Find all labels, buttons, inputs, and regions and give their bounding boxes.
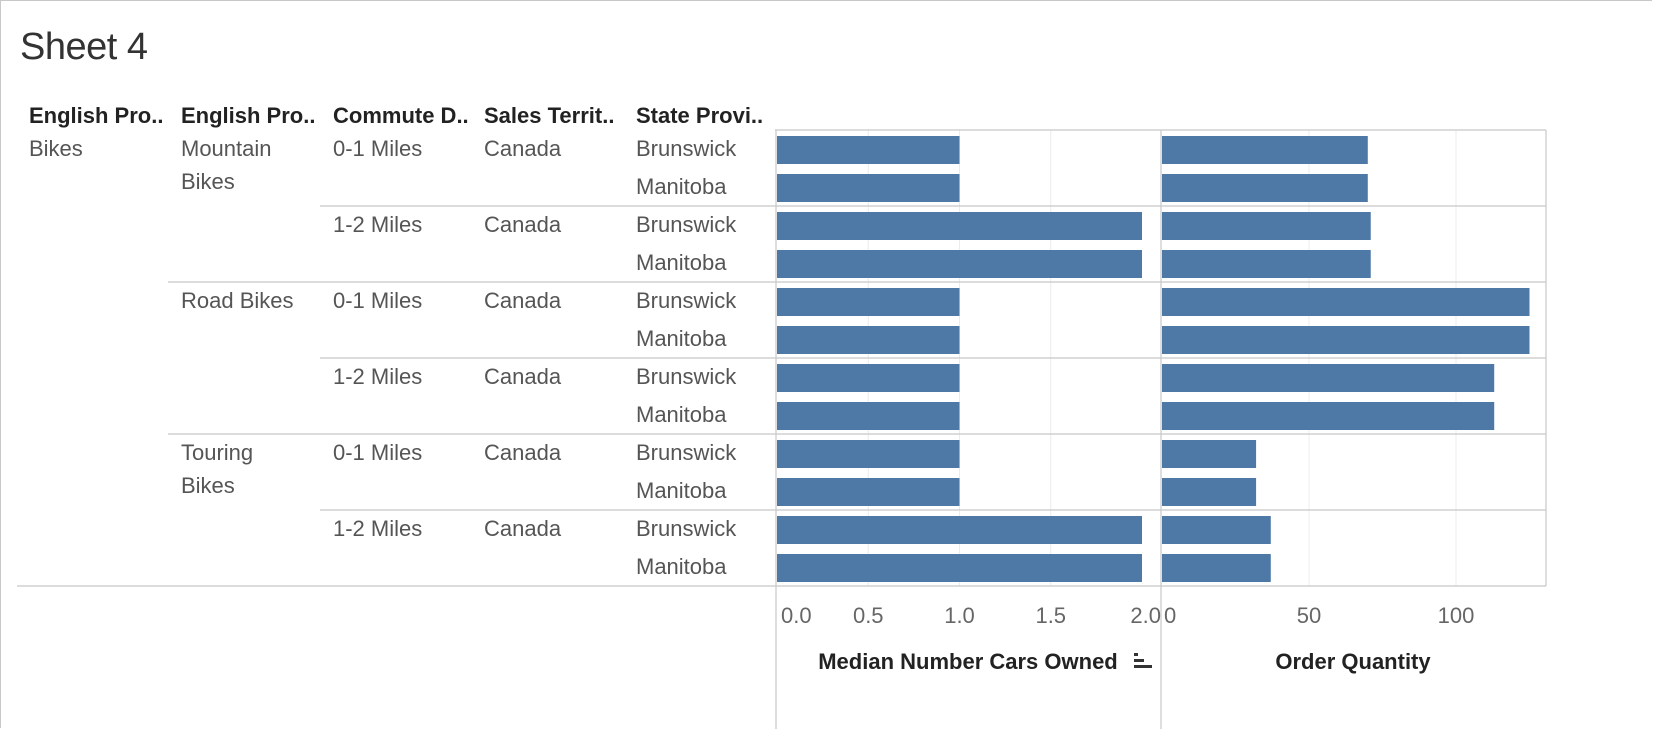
bar	[777, 288, 960, 316]
bar	[1162, 326, 1530, 354]
header-commute-distance[interactable]: Commute D..	[333, 103, 469, 128]
row-header-subcategory[interactable]: Mountain Bikes	[181, 136, 272, 194]
row-header-commute[interactable]: 0-1 Miles	[333, 440, 423, 465]
bar	[777, 440, 960, 468]
tick-label: 100	[1438, 603, 1475, 628]
row-header-subcategory[interactable]: Road Bikes	[181, 288, 294, 313]
row-header-territory[interactable]: Canada	[484, 136, 562, 161]
tick-label: 0.0	[781, 603, 812, 628]
row-header-commute[interactable]: 1-2 Miles	[333, 516, 423, 541]
header-sales-territory[interactable]: Sales Territ..	[484, 103, 615, 128]
row-header-territory[interactable]: Canada	[484, 212, 562, 237]
row-header-state[interactable]: Brunswick	[636, 212, 737, 237]
tick-label: 0.5	[853, 603, 884, 628]
row-header-commute[interactable]: 1-2 Miles	[333, 364, 423, 389]
tick-label: 50	[1297, 603, 1321, 628]
row-header-commute[interactable]: 0-1 Miles	[333, 288, 423, 313]
tick-label: 1.5	[1035, 603, 1066, 628]
bar	[1162, 136, 1368, 164]
bar	[777, 478, 960, 506]
sheet-title: Sheet 4	[20, 26, 148, 68]
bar	[1162, 402, 1495, 430]
bar	[777, 326, 960, 354]
header-state-province[interactable]: State Provi..	[636, 103, 764, 128]
row-header-subcategory[interactable]: Touring Bikes	[181, 440, 254, 498]
row-header-state[interactable]: Brunswick	[636, 440, 737, 465]
header-english-product-category[interactable]: English Pro..	[29, 103, 164, 128]
bar	[1162, 516, 1271, 544]
bar	[777, 402, 960, 430]
row-header-state[interactable]: Manitoba	[636, 174, 727, 199]
bar	[1162, 554, 1271, 582]
row-header-state[interactable]: Brunswick	[636, 364, 737, 389]
row-header-state[interactable]: Brunswick	[636, 516, 737, 541]
row-header-state[interactable]: Brunswick	[636, 136, 737, 161]
row-header-commute[interactable]: 1-2 Miles	[333, 212, 423, 237]
bar	[1162, 478, 1257, 506]
row-header-territory[interactable]: Canada	[484, 364, 562, 389]
bar	[1162, 288, 1530, 316]
tick-label: 2.0	[1130, 603, 1161, 628]
bar	[777, 364, 960, 392]
bar	[1162, 212, 1371, 240]
bar	[777, 554, 1142, 582]
row-header-category[interactable]: Bikes	[29, 136, 83, 161]
row-header-state[interactable]: Manitoba	[636, 250, 727, 275]
bar	[1162, 250, 1371, 278]
header-english-product-subcategory[interactable]: English Pro..	[181, 103, 316, 128]
bar	[1162, 440, 1257, 468]
bar	[777, 250, 1142, 278]
bar	[1162, 364, 1495, 392]
row-header-territory[interactable]: Canada	[484, 288, 562, 313]
row-header-state[interactable]: Brunswick	[636, 288, 737, 313]
row-header-commute[interactable]: 0-1 Miles	[333, 136, 423, 161]
bar	[777, 516, 1142, 544]
bar	[777, 212, 1142, 240]
row-header-state[interactable]: Manitoba	[636, 402, 727, 427]
row-header-state[interactable]: Manitoba	[636, 326, 727, 351]
row-header-state[interactable]: Manitoba	[636, 478, 727, 503]
bar	[1162, 174, 1368, 202]
row-header-territory[interactable]: Canada	[484, 440, 562, 465]
bar	[777, 136, 960, 164]
bar	[777, 174, 960, 202]
row-header-territory[interactable]: Canada	[484, 516, 562, 541]
tick-label: 1.0	[944, 603, 975, 628]
axis-title-median-cars: Median Number Cars Owned	[818, 649, 1118, 674]
sort-icon[interactable]	[1134, 653, 1152, 668]
tick-label: 0	[1164, 603, 1176, 628]
row-header-state[interactable]: Manitoba	[636, 554, 727, 579]
axis-title-order-quantity: Order Quantity	[1275, 649, 1431, 674]
